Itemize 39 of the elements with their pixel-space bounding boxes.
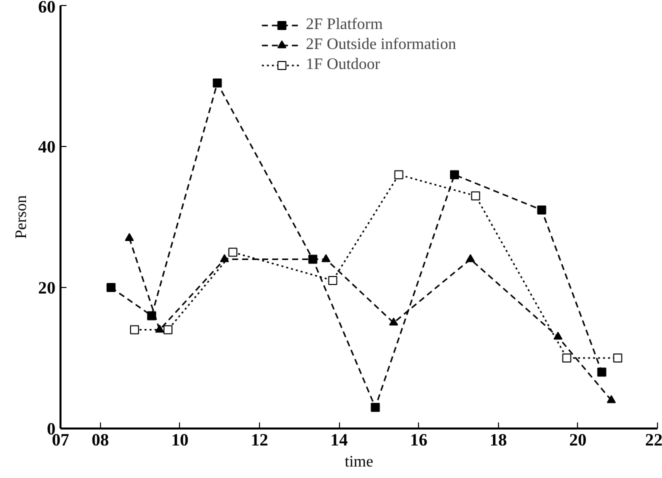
point — [130, 325, 140, 334]
point — [328, 276, 338, 285]
x-tick-label: 08 — [92, 430, 110, 450]
point — [471, 191, 480, 200]
point — [106, 283, 116, 292]
x-tick-label: 12 — [250, 430, 268, 450]
point — [394, 170, 404, 180]
point — [212, 78, 222, 88]
point — [220, 254, 229, 262]
point — [562, 354, 572, 362]
point — [537, 205, 546, 214]
point — [554, 332, 562, 340]
legend-label: 2F Outside information — [306, 36, 456, 54]
point — [389, 318, 398, 326]
y-tick-label: 20 — [38, 278, 56, 298]
legend-label: 1F Outdoor — [306, 56, 380, 74]
y-tick-label: 40 — [38, 138, 56, 156]
point — [606, 395, 616, 404]
y-tick-label: 60 — [38, 0, 56, 16]
point — [308, 254, 318, 264]
point — [370, 402, 380, 412]
point — [228, 248, 238, 257]
x-tick-label: 16 — [410, 430, 428, 450]
x-tick-label: 22 — [645, 430, 662, 450]
point — [597, 368, 606, 377]
legend-label: 2F Platform — [306, 16, 383, 34]
point — [163, 325, 172, 334]
x-tick-label: 20 — [569, 430, 587, 450]
x-tick-label: 18 — [490, 430, 508, 450]
point — [321, 254, 330, 262]
point — [450, 170, 460, 180]
x-tick-label: 14 — [330, 430, 348, 450]
point — [124, 233, 134, 241]
point — [466, 254, 475, 262]
x-tick-label: 10 — [171, 430, 189, 450]
point — [147, 311, 156, 320]
y-axis-title: Person — [13, 195, 30, 239]
point — [613, 354, 622, 362]
x-axis-title: time — [344, 454, 374, 470]
